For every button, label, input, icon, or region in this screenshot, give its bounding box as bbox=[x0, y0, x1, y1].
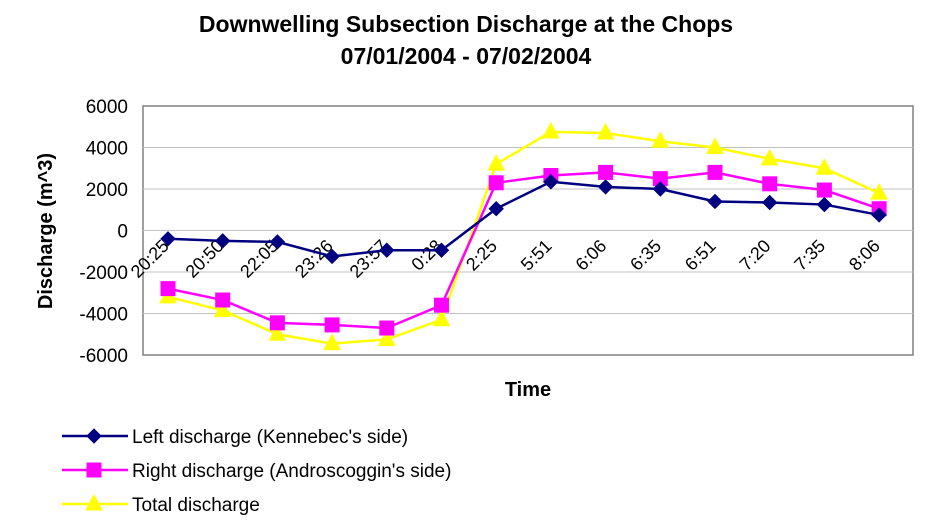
y-tick-label: 4000 bbox=[86, 139, 128, 160]
y-tick-label: 6000 bbox=[86, 97, 128, 118]
data-point-left bbox=[269, 234, 286, 250]
data-point-total bbox=[870, 183, 888, 200]
legend: Left discharge (Kennebec's side) Right d… bbox=[62, 427, 451, 516]
legend-label-right: Right discharge (Androscoggin's side) bbox=[132, 461, 451, 482]
data-point-right bbox=[707, 164, 723, 180]
series-line-right bbox=[167, 171, 880, 330]
legend-label-left: Left discharge (Kennebec's side) bbox=[132, 427, 408, 448]
legend-symbol-total bbox=[85, 493, 103, 511]
series-line-total bbox=[167, 130, 880, 345]
gridlines bbox=[143, 147, 913, 314]
data-point-total bbox=[323, 333, 341, 351]
legend-symbol-left bbox=[86, 428, 102, 444]
data-point-right bbox=[215, 292, 231, 308]
chart-title-line2: 07/01/2004 - 07/02/2004 bbox=[341, 43, 592, 69]
legend-marker-left bbox=[86, 428, 102, 444]
y-tick-label: 2000 bbox=[86, 180, 128, 201]
y-tick-label: -4000 bbox=[79, 305, 128, 326]
data-point-right bbox=[269, 315, 285, 331]
data-point-right bbox=[434, 297, 449, 313]
data-point-total bbox=[487, 154, 506, 171]
x-axis-label: Time bbox=[505, 379, 551, 401]
y-axis-label: Discharge (m^3) bbox=[35, 153, 57, 309]
series-total bbox=[159, 121, 888, 351]
data-point-left bbox=[488, 201, 504, 217]
data-point-total bbox=[596, 122, 615, 140]
data-point-left bbox=[433, 242, 450, 258]
data-point-total bbox=[542, 121, 560, 139]
data-point-left bbox=[816, 196, 833, 213]
series-left bbox=[160, 174, 887, 265]
data-point-right bbox=[160, 281, 176, 297]
legend-symbol-right bbox=[86, 462, 102, 478]
chart-title-line1: Downwelling Subsection Discharge at the … bbox=[199, 11, 733, 37]
y-axis-ticks: 6000 4000 2000 0 -2000 -4000 -6000 bbox=[79, 97, 128, 367]
data-point-left bbox=[761, 194, 778, 211]
data-point-total bbox=[706, 137, 724, 154]
series-group bbox=[159, 121, 888, 351]
data-point-left bbox=[707, 193, 723, 210]
legend-item-total: Total discharge bbox=[62, 493, 260, 516]
data-point-left bbox=[652, 181, 669, 197]
legend-label-total: Total discharge bbox=[132, 495, 260, 516]
legend-marker-right bbox=[86, 462, 102, 478]
legend-item-left: Left discharge (Kennebec's side) bbox=[62, 427, 408, 448]
data-point-left bbox=[543, 174, 559, 190]
data-point-total bbox=[268, 324, 287, 341]
data-point-right bbox=[324, 317, 340, 333]
data-point-left bbox=[160, 231, 176, 247]
data-point-total bbox=[432, 309, 451, 327]
data-point-right bbox=[488, 175, 504, 191]
legend-marker-total bbox=[85, 493, 103, 511]
data-point-total bbox=[760, 148, 779, 166]
legend-item-right: Right discharge (Androscoggin's side) bbox=[62, 461, 451, 482]
data-point-left bbox=[214, 233, 231, 249]
data-point-right bbox=[598, 164, 614, 180]
y-tick-label: -6000 bbox=[79, 346, 128, 367]
data-point-left bbox=[871, 207, 887, 223]
data-point-total bbox=[213, 300, 232, 317]
y-tick-label: 0 bbox=[117, 222, 128, 243]
data-point-left bbox=[379, 242, 395, 258]
data-point-right bbox=[816, 182, 832, 198]
data-point-right bbox=[379, 320, 395, 336]
data-point-left bbox=[597, 179, 614, 195]
data-point-right bbox=[762, 176, 778, 192]
data-point-left bbox=[324, 248, 340, 265]
series-line-left bbox=[167, 180, 880, 258]
data-point-total bbox=[651, 131, 670, 148]
data-point-total bbox=[377, 329, 396, 346]
data-point-total bbox=[815, 158, 834, 175]
y-tick-label: -2000 bbox=[79, 263, 128, 284]
